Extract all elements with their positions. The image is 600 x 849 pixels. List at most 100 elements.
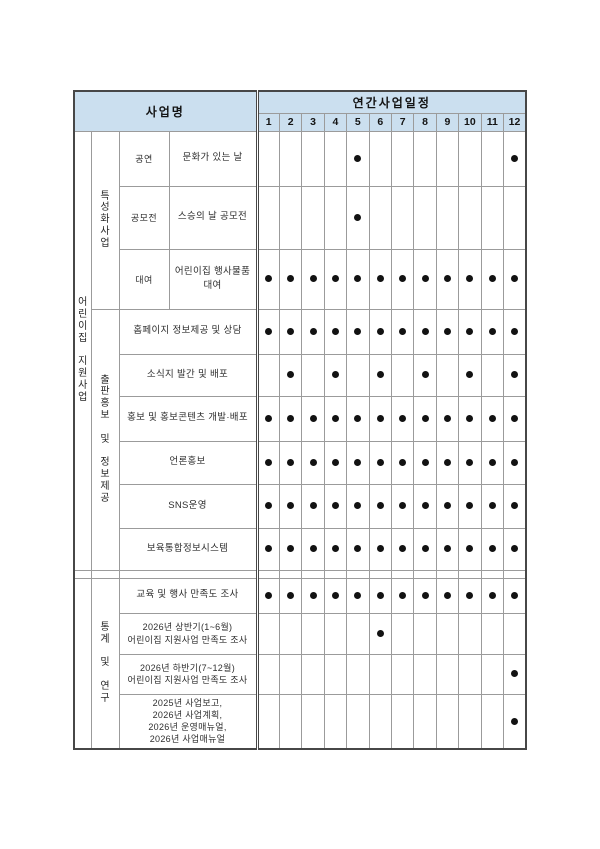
month-header: 3: [301, 112, 325, 132]
month-cell: [413, 440, 437, 485]
group-cell: 특 성 화 사 업: [90, 130, 120, 310]
schedule-dot: [488, 545, 496, 553]
month-cell: [390, 185, 415, 250]
schedule-dot: [510, 327, 518, 335]
program-row: 언론홍보: [74, 440, 527, 485]
month-cell: [255, 130, 280, 187]
program-name-cell: 어린이집 행사물품 대여: [168, 248, 258, 310]
month-cell: [368, 577, 392, 614]
month-cell: [346, 185, 370, 250]
program-name-cell: 홈페이지 정보제공 및 상담: [118, 308, 258, 355]
month-cell: [323, 308, 348, 355]
business-name-header: 사업명: [73, 90, 258, 132]
month-cell: [435, 483, 460, 529]
schedule-dot: [488, 591, 496, 599]
schedule-dot: [510, 371, 518, 379]
schedule-dot: [354, 154, 362, 162]
month-cell: [346, 395, 370, 442]
month-cell: [435, 185, 460, 250]
month-cell: [255, 612, 280, 655]
month-cell: [435, 693, 460, 750]
schedule-dot: [510, 717, 518, 725]
month-cell: [502, 130, 527, 187]
month-cell: [368, 440, 392, 485]
program-row: 출 판 홍 보 및 정 보 제 공 홈페이지 정보제공 및 상담: [74, 308, 527, 571]
month-cell: [458, 440, 482, 485]
schedule-dot: [443, 327, 451, 335]
schedule-dot: [510, 502, 518, 510]
month-cell: [413, 569, 437, 579]
month-cell: [346, 653, 370, 695]
month-cell: [502, 395, 527, 442]
month-cell: [502, 353, 527, 397]
month-cell: [255, 693, 280, 750]
schedule-dot: [510, 591, 518, 599]
program-row: 소식지 발간 및 배포: [74, 353, 527, 397]
month-cell: [323, 483, 348, 529]
schedule-dot: [443, 458, 451, 466]
month-cell: [390, 527, 415, 571]
month-cell: [278, 353, 303, 397]
section-divider-row: [73, 569, 527, 579]
month-cell: [390, 395, 415, 442]
schedule-dot: [376, 545, 384, 553]
month-cell: [390, 353, 415, 397]
schedule-dot: [443, 414, 451, 422]
month-cell: [480, 130, 504, 187]
month-cell: [255, 577, 280, 614]
month-cell: [368, 130, 392, 187]
schedule-dot: [265, 545, 273, 553]
program-name-cell: 보육통합정보시스템: [118, 527, 258, 571]
month-header: 2: [278, 112, 303, 132]
month-cell: [368, 527, 392, 571]
month-cell: [413, 308, 437, 355]
month-cell: [480, 569, 504, 579]
month-header: 11: [480, 112, 504, 132]
month-cell: [435, 353, 460, 397]
schedule-dot: [466, 275, 474, 283]
month-cell: [301, 527, 325, 571]
month-cell: [368, 395, 392, 442]
month-cell: [413, 653, 437, 695]
month-cell: [458, 653, 482, 695]
schedule-dot: [488, 327, 496, 335]
month-cell: [301, 440, 325, 485]
month-cell: [323, 185, 348, 250]
month-cell: [278, 612, 303, 655]
month-cell: [413, 248, 437, 310]
month-header: 7: [390, 112, 415, 132]
schedule-dot: [421, 371, 429, 379]
month-cell: [278, 653, 303, 695]
sub-category-cell: 공연: [118, 130, 170, 187]
schedule-dot: [443, 502, 451, 510]
month-cell: [502, 612, 527, 655]
schedule-dot: [309, 502, 317, 510]
month-cell: [480, 248, 504, 310]
month-cell: [435, 130, 460, 187]
month-cell: [435, 612, 460, 655]
month-cell: [255, 569, 280, 579]
month-cell: [278, 527, 303, 571]
schedule-dot: [376, 591, 384, 599]
group-cell: 출 판 홍 보 및 정 보 제 공: [90, 308, 120, 571]
month-header: 5: [346, 112, 370, 132]
schedule-dot: [510, 154, 518, 162]
month-cell: [413, 130, 437, 187]
month-header: 4: [323, 112, 348, 132]
schedule-dot: [376, 275, 384, 283]
program-row: 공모전 스승의 날 공모전: [74, 185, 527, 250]
month-cell: [502, 569, 527, 579]
month-cell: [346, 308, 370, 355]
month-cell: [413, 577, 437, 614]
month-cell: [278, 248, 303, 310]
month-header: 10: [458, 112, 482, 132]
month-cell: [502, 693, 527, 750]
schedule-dot: [443, 591, 451, 599]
schedule-dot: [466, 591, 474, 599]
month-cell: [390, 483, 415, 529]
program-name-cell: SNS운영: [118, 483, 258, 529]
month-cell: [368, 185, 392, 250]
schedule-dot: [488, 502, 496, 510]
schedule-dot: [399, 591, 407, 599]
